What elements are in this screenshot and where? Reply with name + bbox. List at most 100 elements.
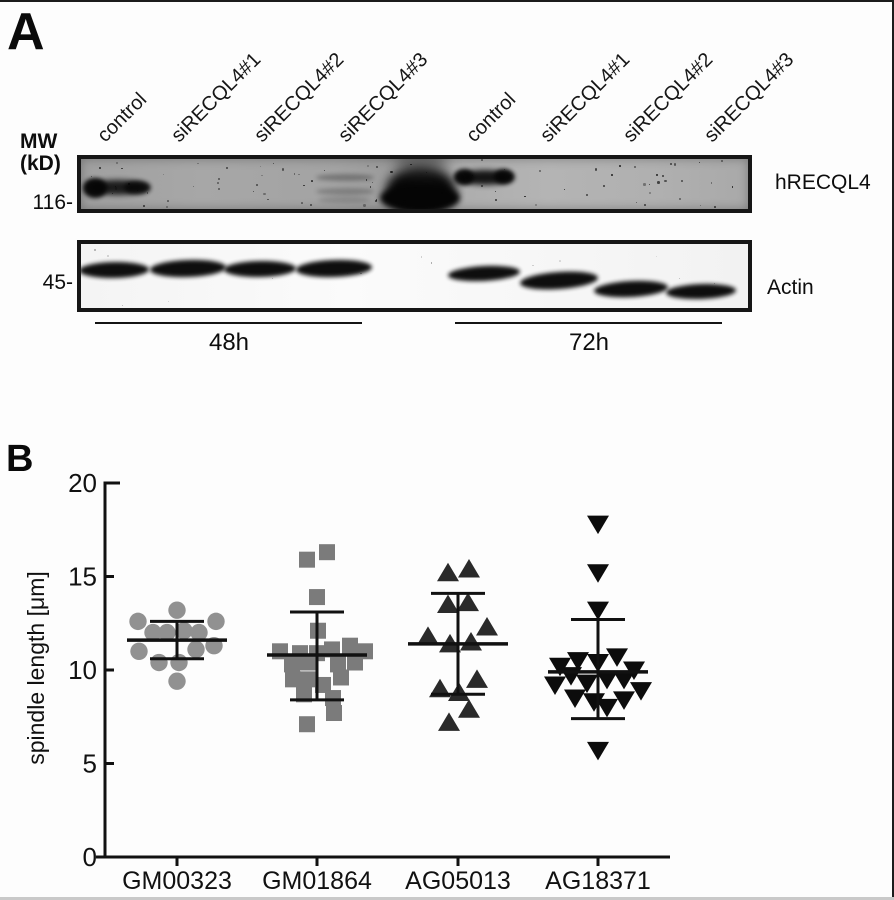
blot-speckle (509, 175, 511, 177)
blot-speckle (310, 180, 313, 183)
blot-speckle (369, 186, 372, 188)
blot-speckle (256, 184, 258, 187)
blot-speckle (531, 264, 534, 267)
blot-speckle (142, 205, 145, 208)
blot-speckle (303, 184, 305, 187)
data-point-triangle-down (596, 698, 618, 718)
blot-speckle (534, 203, 537, 206)
blot-speckle (217, 187, 221, 191)
data-point-square (315, 676, 331, 693)
data-point-triangle-down (613, 691, 635, 710)
blot-speckle (346, 272, 349, 275)
data-point-square (300, 671, 316, 688)
data-point-square (330, 656, 346, 673)
data-point-square (299, 716, 315, 733)
blot-speckle (309, 204, 312, 207)
blot-speckle (225, 167, 228, 170)
blot-speckle (480, 159, 483, 162)
blot-speckle (114, 185, 116, 187)
blot-speckle (441, 191, 444, 195)
data-point-square (326, 705, 342, 722)
mw-units: (kD) (20, 152, 61, 176)
blot-speckle (114, 187, 117, 190)
blot-speckle (670, 162, 673, 165)
blot-speckle (323, 170, 325, 171)
blot-speckle (655, 255, 658, 257)
data-point-circle (170, 653, 188, 672)
blot-speckle (664, 179, 667, 183)
blot-speckle (363, 204, 366, 207)
data-point-triangle-up (458, 559, 480, 578)
data-point-square (325, 690, 341, 707)
blot-band (316, 174, 374, 181)
blot-band (124, 181, 150, 194)
blot-speckle (374, 199, 377, 202)
blot-speckle (635, 202, 637, 204)
data-point-square (285, 671, 301, 688)
western-blot-hrecql4 (77, 155, 752, 213)
data-point-circle (129, 612, 147, 631)
blot-speckle (263, 192, 266, 196)
blot-speckle (259, 165, 261, 167)
data-point-triangle-up (476, 616, 498, 636)
blot-speckle (425, 172, 428, 174)
x-category-label: GM01864 (262, 867, 372, 895)
blot-speckle (192, 185, 194, 188)
right-border (892, 0, 894, 900)
data-point-square (347, 654, 363, 671)
data-point-triangle-down (564, 689, 586, 709)
mw-label: MW (20, 130, 58, 153)
y-tick-label: 5 (83, 749, 97, 779)
blot-band (494, 169, 514, 184)
x-category-label: AG18371 (545, 867, 651, 895)
blot-speckle (298, 173, 300, 176)
blot-speckle (301, 201, 303, 204)
blot-speckle (524, 195, 526, 198)
blot-speckle (217, 177, 220, 180)
blot-speckle (494, 199, 497, 202)
time-label-72h: 72h (568, 329, 610, 356)
blot-speckle (657, 181, 660, 184)
blot-speckle (116, 162, 119, 165)
blot-speckle (375, 166, 379, 169)
mw-marker-116: 116- (32, 191, 73, 214)
mw-marker-45: 45- (42, 271, 73, 294)
data-point-triangle-down (544, 676, 566, 695)
data-point-square (284, 656, 300, 673)
blot-speckle (494, 191, 496, 193)
data-point-square (299, 551, 315, 568)
data-point-square (342, 637, 358, 654)
blot-speckle (586, 194, 589, 197)
blot-smear (380, 184, 460, 209)
data-point-triangle-up (438, 712, 460, 731)
blot-speckle (595, 168, 598, 171)
data-point-triangle-up (429, 678, 451, 698)
blot-speckle (253, 191, 255, 193)
blot-speckle (121, 167, 123, 170)
blot-speckle (714, 206, 717, 209)
blot-band (318, 197, 370, 203)
blot-speckle (94, 249, 96, 251)
data-point-triangle-up (458, 699, 480, 718)
data-point-triangle-down (576, 674, 598, 694)
data-point-triangle-up (437, 594, 459, 614)
data-point-circle (187, 640, 205, 659)
mw-header: MW (kD) (20, 130, 61, 176)
blot-speckle (390, 170, 393, 174)
data-point-square (296, 686, 312, 703)
time-label-48h: 48h (208, 329, 250, 356)
data-point-triangle-down (587, 564, 609, 583)
blot-speckle (503, 169, 506, 171)
panel-a-label: A (7, 3, 45, 61)
data-point-triangle-up (457, 592, 479, 612)
blot-speckle (371, 181, 374, 184)
blot-speckle (261, 175, 263, 177)
blot-speckle (619, 164, 622, 167)
data-point-triangle-down (613, 670, 635, 690)
blot-speckle (431, 262, 433, 264)
blot-speckle (360, 273, 362, 275)
data-point-circle (168, 601, 186, 619)
y-tick-label: 0 (83, 842, 97, 872)
blot-speckle (564, 189, 565, 191)
